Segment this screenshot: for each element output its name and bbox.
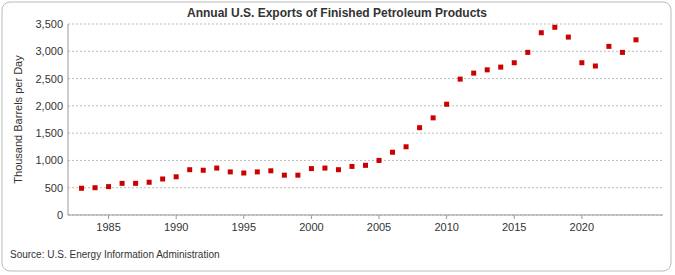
y-tick-label: 3,000 <box>35 45 63 57</box>
x-tick <box>581 215 582 219</box>
title: Annual U.S. Exports of Finished Petroleu… <box>187 6 487 20</box>
point <box>255 169 260 174</box>
point <box>201 168 206 173</box>
x-tick-label: 2010 <box>434 221 458 233</box>
point <box>444 102 449 107</box>
point <box>174 174 179 179</box>
point <box>390 150 395 155</box>
grid-line <box>68 187 663 188</box>
point <box>282 173 287 178</box>
point <box>241 170 246 175</box>
point <box>566 35 571 40</box>
chart: Annual U.S. Exports of Finished Petroleu… <box>0 0 675 275</box>
point <box>431 115 436 120</box>
x-tick <box>243 215 244 219</box>
point <box>363 163 368 168</box>
x-tick <box>446 215 447 219</box>
point <box>268 168 273 173</box>
x-tick-label: 2020 <box>570 221 594 233</box>
source: Source: U.S. Energy Information Administ… <box>10 249 220 260</box>
point <box>187 167 192 172</box>
y-tick-label: 500 <box>45 182 63 194</box>
point <box>525 50 530 55</box>
point <box>606 44 611 49</box>
grid-line <box>68 215 663 216</box>
y-tick-label: 1,000 <box>35 154 63 166</box>
grid-line <box>68 105 663 106</box>
point <box>133 181 138 186</box>
point <box>336 167 341 172</box>
point <box>93 185 98 190</box>
point <box>147 180 152 185</box>
point <box>309 166 314 171</box>
x-tick-label: 2000 <box>299 221 323 233</box>
point <box>593 64 598 69</box>
point <box>471 71 476 76</box>
point <box>120 181 125 186</box>
point <box>512 60 517 65</box>
x-tick-label: 2005 <box>367 221 391 233</box>
y-tick-label: 3,500 <box>35 18 63 30</box>
x-tick-label: 1990 <box>164 221 188 233</box>
grid-line <box>68 24 663 25</box>
x-tick <box>379 215 380 219</box>
grid-line <box>68 133 663 134</box>
x-tick <box>176 215 177 219</box>
point <box>458 77 463 82</box>
point <box>579 60 584 65</box>
point <box>498 65 503 70</box>
point <box>377 158 382 163</box>
grid-line <box>68 160 663 161</box>
point <box>349 164 354 169</box>
point <box>620 50 625 55</box>
point <box>417 125 422 130</box>
x-tick-label: 1985 <box>96 221 120 233</box>
x-tick <box>311 215 312 219</box>
point <box>214 166 219 171</box>
x-tick <box>108 215 109 219</box>
y-tick-label: 1,500 <box>35 127 63 139</box>
x-axis <box>68 215 663 216</box>
x-tick-label: 1995 <box>232 221 256 233</box>
y-tick-label: 0 <box>57 209 63 221</box>
y-axis <box>68 24 69 215</box>
point <box>539 30 544 35</box>
point <box>160 176 165 181</box>
point <box>485 67 490 72</box>
x-tick-label: 2015 <box>502 221 526 233</box>
point <box>322 166 327 171</box>
grid-line <box>68 78 663 79</box>
point <box>295 173 300 178</box>
y-tick-label: 2,000 <box>35 100 63 112</box>
y-tick-label: 2,500 <box>35 73 63 85</box>
x-tick <box>514 215 515 219</box>
grid-line <box>68 51 663 52</box>
point <box>552 25 557 30</box>
y-axis-label: Thousand Barrels per Day <box>12 55 24 184</box>
point <box>404 144 409 149</box>
point <box>79 186 84 191</box>
frame <box>2 2 671 271</box>
points <box>79 25 638 191</box>
point <box>633 37 638 42</box>
point <box>228 169 233 174</box>
point <box>106 184 111 189</box>
